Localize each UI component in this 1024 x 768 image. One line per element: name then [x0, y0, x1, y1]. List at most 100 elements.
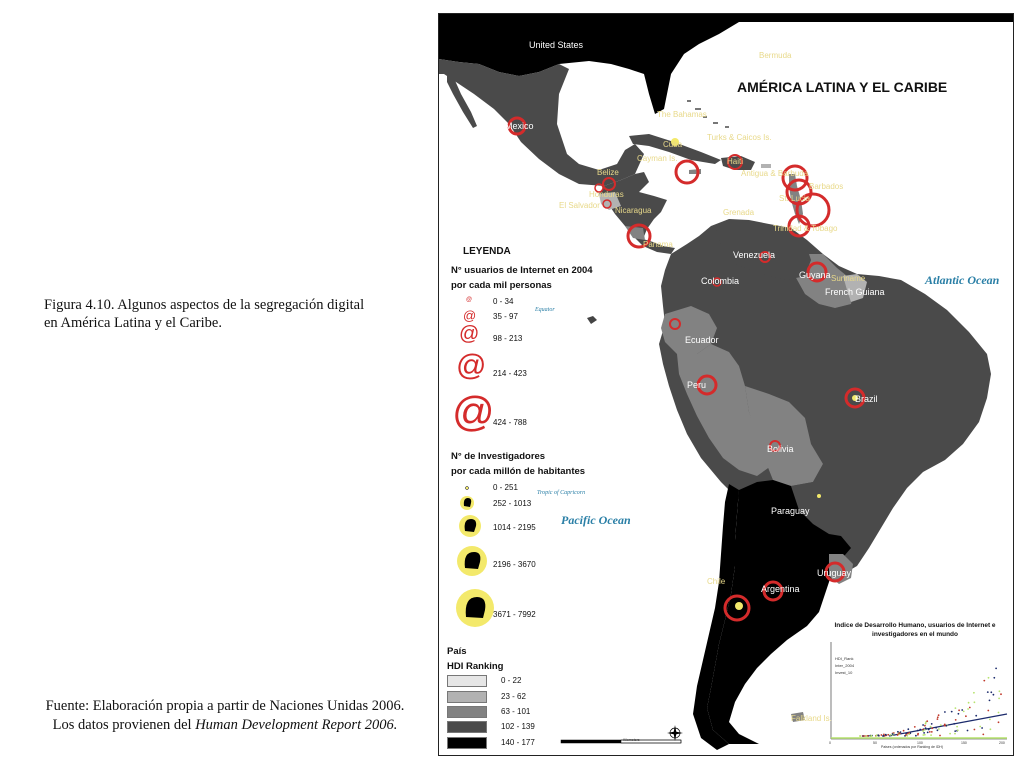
label-peru: Peru	[687, 380, 707, 390]
legend-researchers-subheading: por cada millón de habitantes	[451, 466, 586, 477]
legend-researcher-class-2: 252 - 1013	[493, 499, 532, 508]
inset-chart-plot	[830, 642, 1008, 740]
legend-title: LEYENDA	[463, 246, 511, 257]
inset-scatter-point	[953, 722, 956, 725]
inset-scatter-point	[927, 728, 930, 731]
label-trinidad-tobago: Trinidad & Tobago	[773, 224, 838, 233]
source-caption-prefix: Los datos provienen del	[52, 717, 196, 733]
inset-scatter-point	[923, 732, 925, 734]
legend-internet-class-1: 0 - 34	[493, 297, 514, 306]
inset-scatter-point	[954, 719, 957, 721]
argentina-shape	[707, 480, 851, 744]
label-barbados: Barbados	[809, 182, 844, 191]
inset-scatter-point	[923, 729, 926, 731]
inset-scatter-point	[925, 721, 927, 723]
inset-scatter-point	[973, 701, 976, 704]
inset-scatter-point	[945, 724, 948, 727]
legend-hdi-class-4: 102 - 139	[501, 722, 535, 731]
inset-scatter-point	[905, 732, 908, 735]
legend-hdi-class-1: 0 - 22	[501, 676, 522, 685]
inset-scatter-point	[973, 691, 975, 694]
legend-hdi-swatch-5	[447, 737, 487, 749]
source-caption: Fuente: Elaboración propia a partir de N…	[20, 697, 430, 735]
label-honduras: Honduras	[589, 190, 624, 199]
inset-scatter-point	[877, 734, 880, 737]
inset-scatter-point	[917, 732, 919, 735]
legend-internet-class-2: 35 - 97	[493, 312, 518, 321]
inset-scatter-point	[957, 712, 960, 715]
label-st-lucia: St. Lucia	[779, 194, 811, 203]
legend-researcher-class-1: 0 - 251	[493, 483, 518, 492]
label-ecuador: Ecuador	[685, 335, 719, 345]
puerto-rico-shape	[761, 164, 771, 168]
label-bolivia: Bolivia	[767, 444, 794, 454]
bolivia-shape	[745, 386, 823, 486]
north-arrow-icon	[667, 725, 683, 741]
legend-hdi-class-5: 140 - 177	[501, 738, 535, 747]
inset-scatter-point	[956, 729, 959, 732]
inset-scatter-point	[902, 729, 905, 732]
bahamas-islands	[687, 100, 729, 128]
inset-scatter-point	[954, 730, 957, 732]
legend-internet-class-5: 424 - 788	[493, 418, 527, 427]
label-falkland-islands: Falkland Is.	[791, 714, 832, 723]
venezuela-shape	[715, 220, 811, 280]
label-belize: Belize	[597, 168, 619, 177]
source-caption-line1: Fuente: Elaboración propia a partir de N…	[45, 698, 405, 714]
inset-scatter-point	[954, 732, 956, 735]
inset-scatter-point	[961, 709, 964, 711]
label-venezuela: Venezuela	[733, 250, 776, 260]
inset-scatter-point	[983, 679, 986, 682]
inset-scatter-point	[966, 729, 969, 732]
inset-scatter-point	[924, 722, 927, 725]
legend-hdi-swatch-3	[447, 706, 487, 718]
tropic-of-capricorn-label: Tropic of Capricorn	[537, 490, 586, 496]
inset-legend-1: HDI_Rank	[835, 656, 854, 661]
inset-scatter-point	[880, 734, 883, 736]
inset-scatter-point	[944, 711, 946, 713]
legend-pais-heading: País	[447, 646, 467, 657]
label-grenada: Grenada	[723, 208, 755, 217]
inset-scatter-point	[930, 731, 933, 733]
inset-scatter-point	[938, 728, 940, 730]
scale-bar	[560, 739, 682, 744]
inset-scatter-point	[897, 730, 899, 733]
pacific-ocean-label: Pacific Ocean	[561, 513, 631, 527]
source-caption-line2: Los datos provienen del Human Developmen…	[20, 716, 430, 735]
inset-scatter-point	[987, 676, 990, 679]
inset-legend-3: Invest_10	[835, 670, 853, 675]
inset-scatter-point	[992, 693, 995, 696]
inset-scatter-point	[981, 727, 983, 729]
baja-california-shape	[447, 74, 477, 128]
inset-scatter-point	[928, 731, 931, 733]
paraguay-shape	[791, 464, 851, 534]
legend-researcher-class-5: 3671 - 7992	[493, 610, 536, 619]
inset-scatter-point	[926, 720, 929, 723]
inset-scatter-point	[859, 735, 862, 737]
label-argentina: Argentina	[761, 584, 800, 594]
inset-scatter-point	[936, 718, 939, 720]
inset-scatter-point	[990, 691, 993, 694]
label-uruguay: Uruguay	[817, 568, 852, 578]
central-america-shape	[599, 172, 675, 254]
inset-scatter-point	[884, 733, 887, 736]
legend-internet-class-3: 98 - 213	[493, 334, 523, 343]
inset-scatter-point	[887, 733, 890, 736]
inset-scatter-point	[988, 699, 991, 702]
inset-scatter-point	[898, 732, 901, 735]
inset-scatter-point	[930, 734, 932, 736]
inset-scatter-point	[899, 731, 902, 733]
label-cayman-islands: Cayman Is.	[637, 154, 678, 163]
inset-scatter-point	[882, 735, 884, 737]
inset-chart-title-line1: Indice de Desarrollo Humano, usuarios de…	[834, 622, 996, 629]
inset-scatter-point	[979, 725, 982, 728]
inset-scatter-point	[924, 727, 927, 729]
inset-scatter-point	[883, 733, 885, 736]
legend-researcher-class-4: 2196 - 3670	[493, 560, 536, 569]
inset-scatter-point	[922, 728, 924, 731]
legend-researcher-class-3: 1014 - 2195	[493, 523, 536, 532]
cuba-shape	[629, 134, 721, 164]
inset-scatter-point	[939, 724, 942, 726]
legend-hdi-class-3: 63 - 101	[501, 707, 531, 716]
inset-chart: Indice de Desarrollo Humano, usuarios de…	[821, 618, 1009, 753]
